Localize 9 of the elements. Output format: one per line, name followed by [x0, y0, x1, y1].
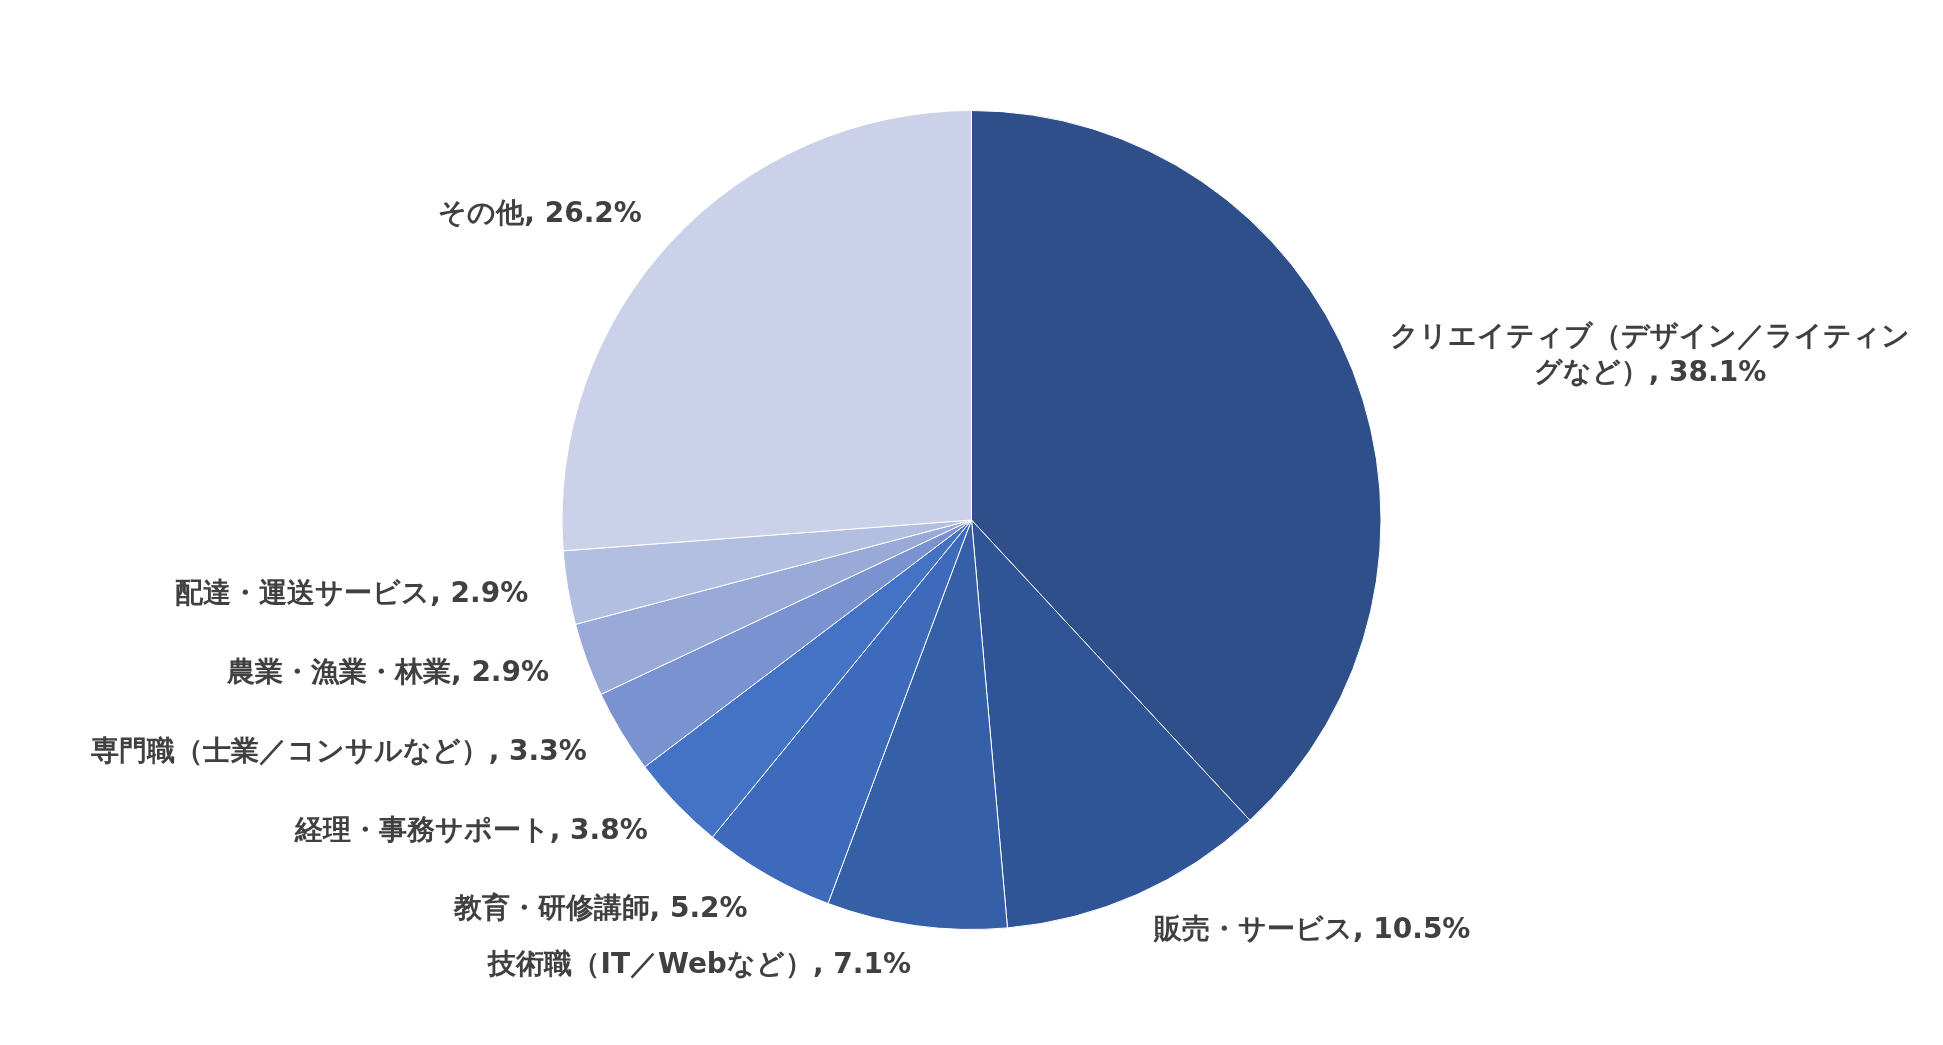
slice-label: 経理・事務サポート, 3.8% [293, 813, 648, 847]
slice-label: 販売・サービス, 10.5% [1152, 912, 1471, 946]
slice-label: 技術職（IT／Webなど）, 7.1% [487, 946, 911, 980]
slice-label: 配達・運送サービス, 2.9% [175, 575, 529, 609]
slice-label: クリエイティブ（デザイン／ライティングなど）, 38.1% [1389, 319, 1910, 389]
slice-label: 教育・研修講師, 5.2% [452, 891, 748, 925]
slice-label: 農業・漁業・林業, 2.9% [226, 654, 550, 688]
slice-label: 専門職（士業／コンサルなど）, 3.3% [89, 733, 587, 767]
slice-label: その他, 26.2% [438, 195, 642, 229]
